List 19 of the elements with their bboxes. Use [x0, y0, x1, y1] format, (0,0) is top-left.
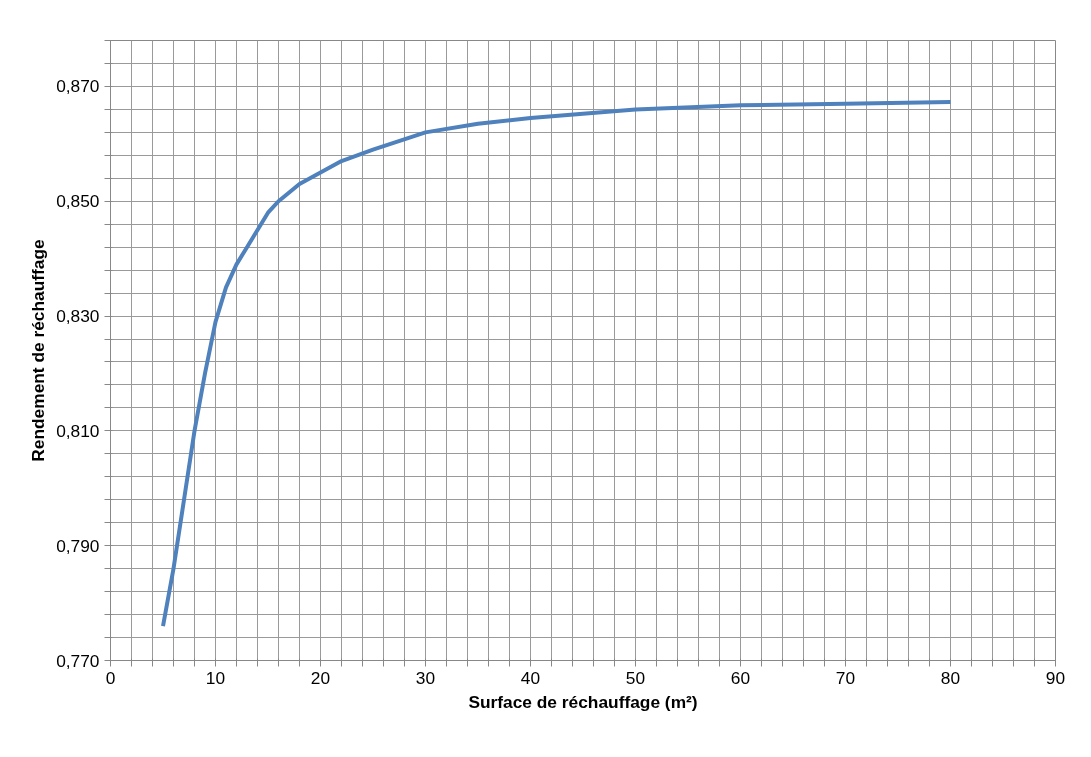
x-tick-label: 80	[940, 667, 961, 688]
x-tick-label: 90	[1045, 667, 1066, 688]
line-series	[161, 99, 953, 629]
x-tick-label: 20	[310, 667, 331, 688]
y-axis-title: Rendement de réchauffage	[28, 238, 49, 462]
y-tick-label: 0,810	[56, 420, 100, 441]
x-tick-label: 0	[105, 667, 116, 688]
x-axis-title: Surface de réchauffage (m²)	[468, 691, 698, 712]
y-tick-label: 0,770	[56, 650, 100, 671]
x-tick-label: 70	[835, 667, 856, 688]
y-tick-label: 0,850	[56, 191, 100, 212]
y-tick-label: 0,790	[56, 535, 100, 556]
x-tick-label: 30	[415, 667, 436, 688]
x-tick-label: 50	[625, 667, 646, 688]
x-tick-label: 40	[520, 667, 541, 688]
x-tick-label: 60	[730, 667, 751, 688]
y-tick-label: 0,830	[56, 306, 100, 327]
y-tick-label: 0,870	[56, 76, 100, 97]
x-tick-label: 10	[205, 667, 226, 688]
